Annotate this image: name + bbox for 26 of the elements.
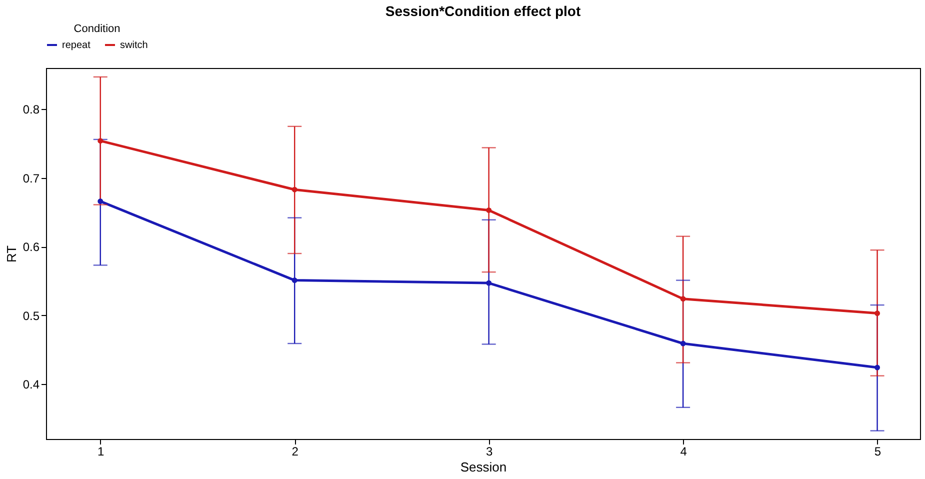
x-tick-label: 3: [486, 444, 493, 458]
x-axis-title: Session: [460, 460, 507, 474]
y-axis-title: RT: [4, 245, 19, 263]
y-tick-label: 0.5: [22, 308, 40, 323]
point: [486, 280, 492, 286]
point: [874, 364, 880, 370]
point: [98, 198, 104, 204]
x-tick-label: 4: [680, 444, 688, 458]
point: [292, 278, 298, 284]
point: [486, 207, 492, 213]
legend-label: switch: [120, 40, 148, 51]
y-tick-label: 0.6: [22, 240, 40, 254]
point: [98, 138, 104, 144]
point: [680, 296, 686, 302]
x-tick-label: 2: [292, 444, 299, 458]
y-tick-label: 0.4: [22, 378, 40, 392]
legend-label: repeat: [62, 40, 91, 51]
x-tick-label: 1: [98, 444, 105, 458]
point: [292, 186, 298, 192]
y-tick-label: 0.7: [22, 171, 40, 186]
legend-title: Condition: [74, 23, 120, 35]
point: [680, 340, 686, 346]
chart-title: Session*Condition effect plot: [385, 3, 581, 19]
x-tick-label: 5: [874, 444, 882, 458]
point: [874, 310, 880, 316]
y-tick-label: 0.8: [22, 102, 40, 117]
